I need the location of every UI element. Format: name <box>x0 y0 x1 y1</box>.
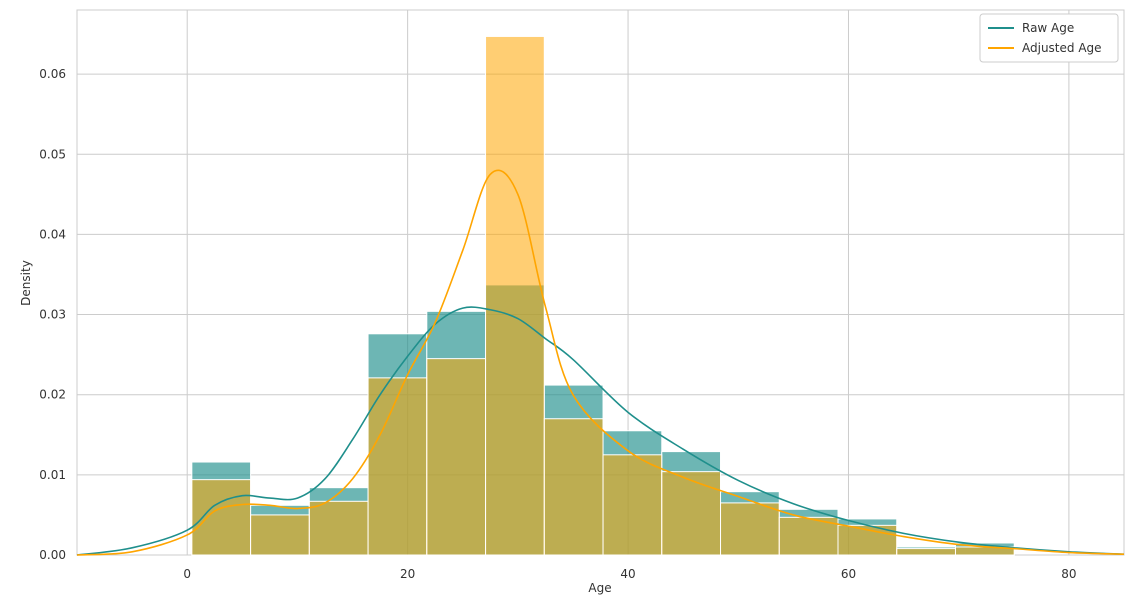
y-tick-label: 0.04 <box>39 227 66 241</box>
y-tick-label: 0.06 <box>39 67 66 81</box>
histogram-bar <box>778 516 839 556</box>
histogram-bar <box>367 377 428 556</box>
kde-line <box>76 169 1125 556</box>
histogram-bar <box>602 454 663 556</box>
legend-box <box>979 13 1119 63</box>
x-axis-label: Age <box>588 581 611 595</box>
legend-label: Raw Age <box>1022 21 1074 35</box>
histogram-bar <box>426 358 487 556</box>
histogram-bar <box>250 514 310 556</box>
histogram-bar <box>661 471 722 556</box>
y-tick-label: 0.05 <box>39 147 66 161</box>
histogram-bar <box>720 502 780 556</box>
histogram-bar <box>191 479 252 556</box>
x-tick-label: 0 <box>183 567 191 581</box>
histogram-bar <box>308 500 369 556</box>
legend-label: Adjusted Age <box>1022 41 1102 55</box>
x-tick-label: 40 <box>620 567 635 581</box>
x-tick-label: 20 <box>400 567 415 581</box>
histogram-bar <box>896 548 956 556</box>
kde-line <box>76 306 1125 556</box>
histogram-bar <box>543 418 604 556</box>
y-axis-label: Density <box>19 260 33 306</box>
y-tick-label: 0.03 <box>39 308 66 322</box>
x-tick-label: 80 <box>1061 567 1076 581</box>
histogram-bar <box>485 35 545 556</box>
y-tick-label: 0.02 <box>39 388 66 402</box>
y-tick-label: 0.01 <box>39 468 66 482</box>
y-tick-label: 0.00 <box>39 548 66 562</box>
x-tick-label: 60 <box>841 567 856 581</box>
